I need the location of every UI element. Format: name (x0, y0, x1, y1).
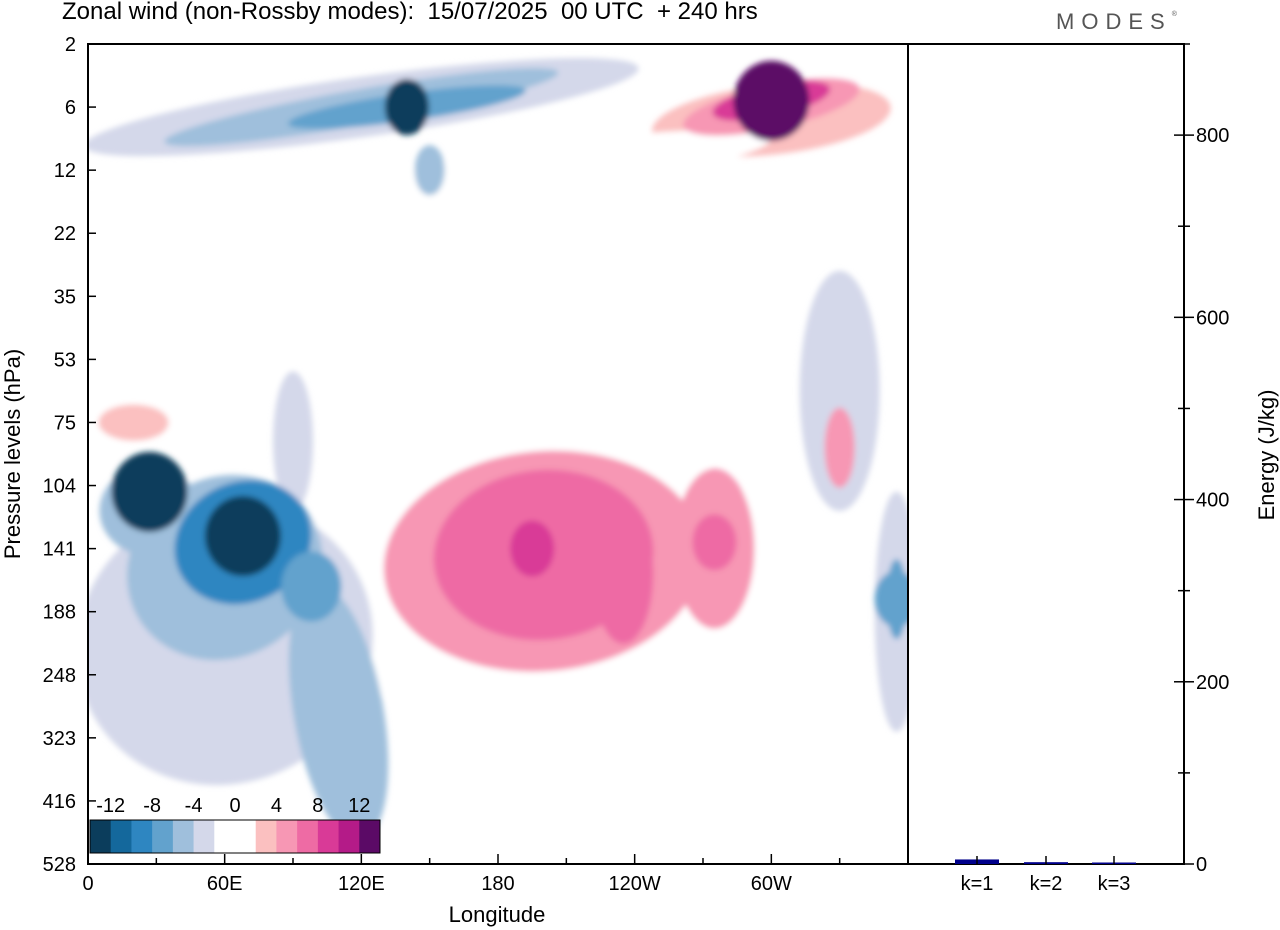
longitude-axis: 0 60E 120E 180 120W 60W (82, 854, 909, 895)
contour-region (414, 145, 445, 196)
y-axis-title: Pressure levels (hPa) (0, 349, 25, 559)
contour-region (874, 571, 908, 628)
contour-region (88, 328, 293, 441)
colorbar-swatch (90, 820, 112, 853)
colorbar-swatch (193, 820, 215, 853)
energy-category-label: k=3 (1098, 873, 1131, 895)
chart-title: Zonal wind (non-Rossby modes): 15/07/202… (62, 0, 758, 25)
colorbar-swatch (110, 820, 132, 853)
x-tick-label: 60W (751, 873, 792, 895)
pressure-axis: 2 6 12 22 35 53 75 104 141 188 248 323 416 528 (43, 34, 96, 876)
colorbar-frame (89, 819, 381, 854)
y-tick-label: 188 (43, 602, 76, 624)
contour-region (510, 520, 555, 577)
energy-axis: 0 200 400 600 800 (1174, 43, 1229, 876)
y-tick-label: 2 (65, 34, 76, 56)
colorbar-swatch (317, 820, 340, 853)
contour-region (281, 551, 342, 622)
energy-bars: k=1 k=2 k=3 (955, 856, 1136, 895)
y-tick-label: 528 (43, 854, 76, 876)
colorbar-label: 12 (348, 795, 370, 817)
x-tick-label: 180 (481, 873, 514, 895)
colorbar-swatch (359, 820, 381, 853)
x-tick-label: 120E (338, 873, 385, 895)
y-tick-label: 12 (54, 160, 76, 182)
x-axis-title: Longitude (449, 902, 546, 927)
contour-region (204, 496, 281, 576)
energy-category-label: k=1 (961, 873, 994, 895)
colorbar-label: 4 (271, 795, 282, 817)
contour-region (824, 407, 855, 488)
contour-region (733, 60, 810, 141)
contour-region (98, 404, 169, 441)
colorbar: -12 -8 -4 0 4 8 12 (89, 795, 381, 854)
y-tick-label: 53 (54, 349, 76, 371)
wind-contour-field (88, 58, 908, 841)
y-tick-label: 141 (43, 539, 76, 561)
energy-category-label: k=2 (1030, 873, 1063, 895)
y-tick-label: 22 (54, 223, 76, 245)
colorbar-swatch (152, 820, 174, 853)
y-tick-label: 104 (43, 476, 76, 498)
colorbar-label: 0 (229, 795, 240, 817)
y-tick-label: 323 (43, 728, 76, 750)
contour-region (799, 270, 880, 511)
energy-tick-label: 200 (1196, 672, 1229, 694)
y-tick-label: 6 (65, 97, 76, 119)
y-tick-label: 416 (43, 791, 76, 813)
contour-region (384, 79, 429, 136)
colorbar-label: 8 (312, 795, 323, 817)
colorbar-swatch (276, 820, 298, 853)
y-tick-label: 35 (54, 286, 76, 308)
contour-region (692, 514, 737, 571)
colorbar-swatch (131, 820, 153, 853)
logo-text: MODES (1056, 9, 1172, 34)
colorbar-swatch (172, 820, 195, 853)
energy-tick-label: 600 (1196, 307, 1229, 329)
colorbar-swatch (255, 820, 277, 853)
colorbar-label: -8 (143, 795, 161, 817)
modes-logo: MODES® (1056, 9, 1177, 35)
colorbar-swatch (235, 820, 257, 853)
y-tick-label: 75 (54, 412, 76, 434)
x-tick-label: 60E (207, 873, 243, 895)
colorbar-swatch (338, 820, 360, 853)
colorbar-swatch (214, 820, 236, 853)
contour-region (273, 371, 313, 512)
colorbar-label: -4 (185, 795, 203, 817)
energy-tick-label: 400 (1196, 490, 1229, 512)
x-tick-label: 0 (82, 873, 93, 895)
contour-region (111, 451, 188, 532)
y-tick-label: 248 (43, 665, 76, 687)
x-tick-label: 120W (609, 873, 661, 895)
energy-tick-label: 0 (1196, 854, 1207, 876)
energy-panel-frame (907, 43, 1185, 865)
contour-region (601, 533, 646, 590)
energy-tick-label: 800 (1196, 125, 1229, 147)
registered-mark: ® (1171, 11, 1177, 18)
colorbar-label: -12 (96, 795, 125, 817)
colorbar-swatch (297, 820, 319, 853)
contour-region (288, 584, 389, 841)
energy-axis-title: Energy (J/kg) (1254, 390, 1279, 521)
